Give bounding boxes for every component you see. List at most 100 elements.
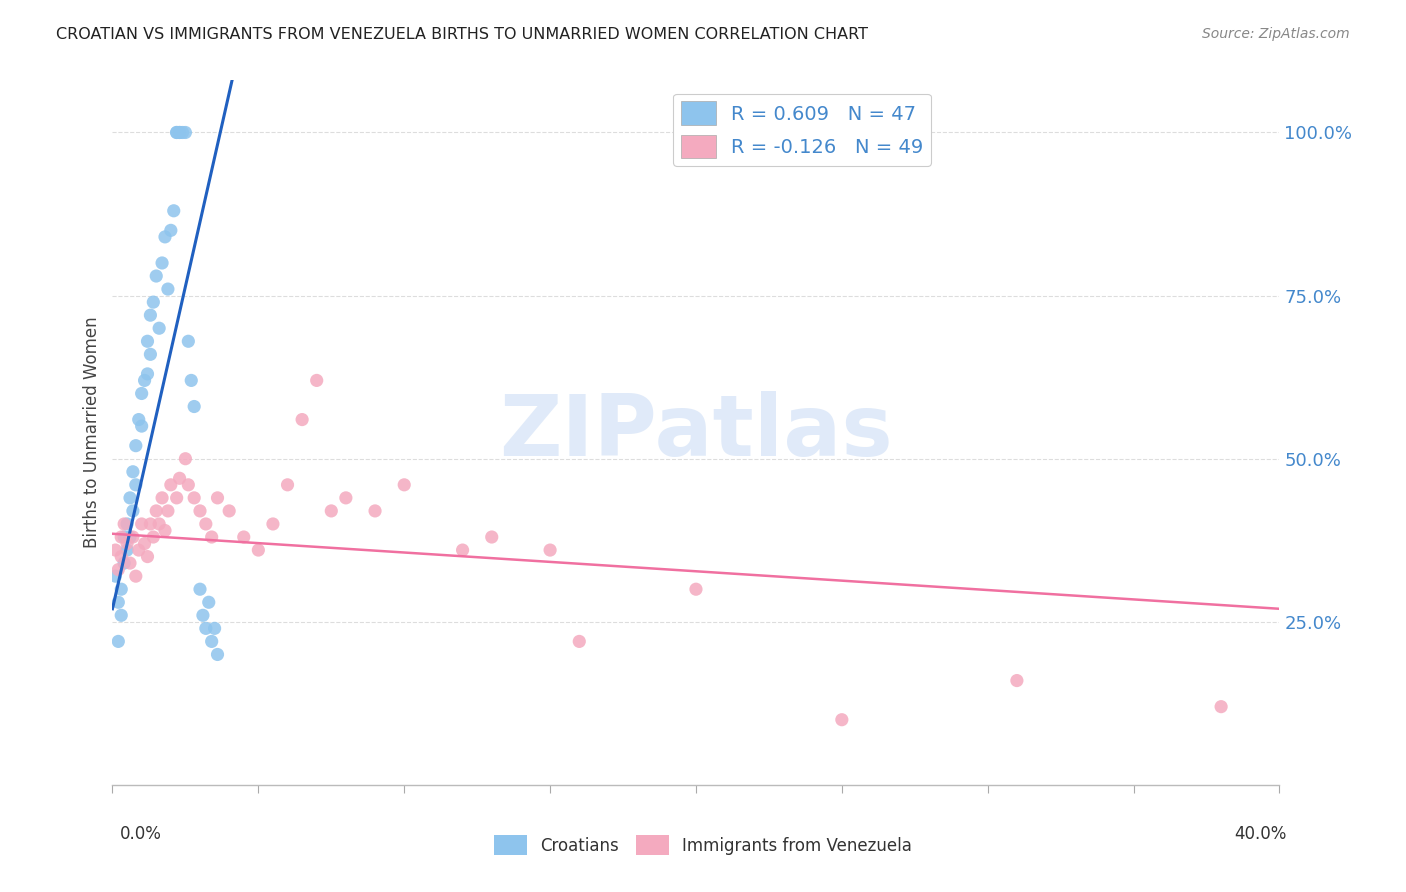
Point [128, 543, 150, 558]
Point [110, 608, 132, 623]
Point [128, 412, 150, 426]
Point [177, 478, 200, 492]
Point [150, 256, 173, 270]
Point [247, 543, 270, 558]
Point [148, 516, 170, 531]
Point [276, 478, 298, 492]
Point [131, 386, 153, 401]
Point [107, 634, 129, 648]
Text: CROATIAN VS IMMIGRANTS FROM VENEZUELA BIRTHS TO UNMARRIED WOMEN CORRELATION CHAR: CROATIAN VS IMMIGRANTS FROM VENEZUELA BI… [56, 27, 869, 42]
Point [107, 563, 129, 577]
Point [166, 126, 188, 140]
Point [110, 549, 132, 564]
Point [218, 504, 240, 518]
Point [262, 516, 284, 531]
Point [122, 504, 145, 518]
Point [104, 543, 127, 558]
Point [153, 524, 176, 538]
Point [174, 126, 197, 140]
Point [156, 282, 179, 296]
Point [136, 334, 159, 349]
Point [177, 334, 200, 349]
Point [150, 491, 173, 505]
Point [197, 595, 219, 609]
Point [122, 465, 145, 479]
Point [139, 516, 162, 531]
Point [194, 621, 217, 635]
Point [142, 530, 165, 544]
Point [172, 126, 194, 140]
Point [163, 203, 186, 218]
Point [204, 621, 226, 635]
Point [160, 478, 183, 492]
Point [188, 582, 211, 597]
Point [104, 569, 127, 583]
Point [188, 504, 211, 518]
Point [112, 530, 135, 544]
Point [145, 268, 167, 283]
Point [364, 504, 387, 518]
Text: 0.0%: 0.0% [120, 825, 162, 843]
Point [481, 530, 503, 544]
Point [169, 471, 191, 485]
Text: 40.0%: 40.0% [1234, 825, 1286, 843]
Legend: Croatians, Immigrants from Venezuela: Croatians, Immigrants from Venezuela [486, 829, 920, 862]
Point [112, 516, 135, 531]
Point [232, 530, 254, 544]
Point [118, 491, 141, 505]
Point [321, 504, 343, 518]
Point [207, 648, 229, 662]
Point [107, 595, 129, 609]
Point [831, 713, 853, 727]
Point [142, 295, 165, 310]
Point [183, 491, 205, 505]
Point [139, 308, 162, 322]
Point [122, 530, 145, 544]
Point [125, 439, 148, 453]
Point [118, 556, 141, 570]
Point [207, 491, 229, 505]
Point [169, 126, 191, 140]
Point [115, 516, 138, 531]
Point [568, 634, 591, 648]
Point [291, 412, 314, 426]
Point [194, 516, 217, 531]
Point [125, 569, 148, 583]
Point [191, 608, 214, 623]
Y-axis label: Births to Unmarried Women: Births to Unmarried Women [83, 317, 101, 549]
Text: ZIPatlas: ZIPatlas [499, 391, 893, 475]
Point [335, 491, 357, 505]
Point [134, 373, 156, 387]
Point [685, 582, 707, 597]
Point [139, 347, 162, 361]
Point [110, 530, 132, 544]
Point [166, 126, 188, 140]
Point [201, 634, 224, 648]
Point [538, 543, 561, 558]
Point [201, 530, 224, 544]
Point [131, 419, 153, 434]
Point [125, 478, 148, 492]
Point [134, 536, 156, 550]
Point [115, 536, 138, 550]
Point [174, 451, 197, 466]
Point [180, 373, 202, 387]
Point [169, 126, 191, 140]
Point [115, 543, 138, 558]
Point [1209, 699, 1232, 714]
Text: Source: ZipAtlas.com: Source: ZipAtlas.com [1202, 27, 1350, 41]
Point [156, 504, 179, 518]
Legend: R = 0.609   N = 47, R = -0.126   N = 49: R = 0.609 N = 47, R = -0.126 N = 49 [673, 94, 931, 166]
Point [118, 530, 141, 544]
Point [394, 478, 416, 492]
Point [451, 543, 474, 558]
Point [166, 491, 188, 505]
Point [110, 582, 132, 597]
Point [183, 400, 205, 414]
Point [160, 223, 183, 237]
Point [136, 367, 159, 381]
Point [1005, 673, 1028, 688]
Point [148, 321, 170, 335]
Point [305, 373, 328, 387]
Point [145, 504, 167, 518]
